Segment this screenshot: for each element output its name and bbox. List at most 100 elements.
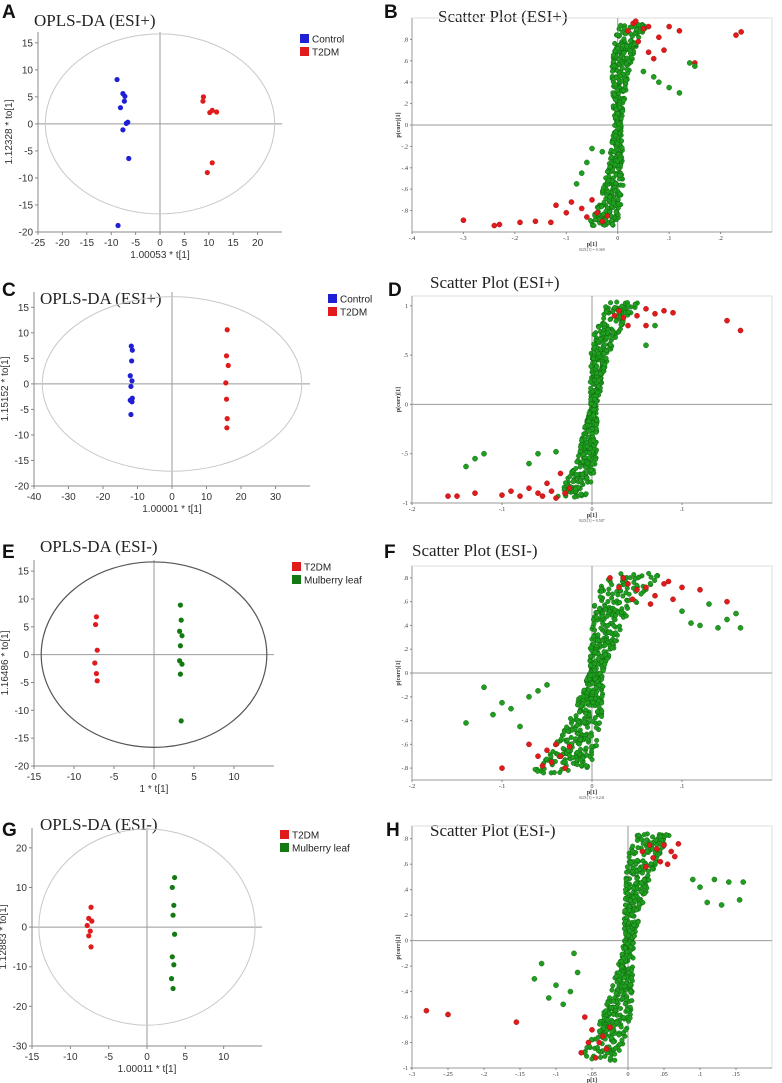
data-point	[583, 763, 589, 769]
data-point	[608, 1035, 614, 1041]
data-point	[623, 882, 629, 888]
data-point	[177, 602, 183, 608]
data-point	[625, 303, 631, 309]
data-point	[169, 954, 175, 960]
data-point	[122, 93, 128, 99]
legend-label: T2DM	[292, 831, 319, 842]
data-point	[620, 593, 626, 599]
data-point	[574, 722, 580, 728]
data-point	[87, 928, 93, 934]
y-tick-label: .4	[404, 623, 409, 629]
data-point	[603, 355, 609, 361]
data-point	[629, 911, 635, 917]
data-point	[599, 204, 605, 210]
data-point	[600, 620, 606, 626]
x-tick-label: -.25	[443, 1072, 453, 1078]
y-tick-label: .4	[404, 888, 409, 894]
legend-label: T2DM	[312, 48, 339, 59]
data-point	[611, 92, 617, 98]
hotelling-ellipse	[38, 828, 256, 1026]
data-point	[688, 620, 694, 626]
data-point	[656, 34, 662, 41]
data-point	[625, 932, 631, 938]
data-point	[676, 90, 683, 96]
x-tick-label: -.2	[409, 507, 416, 513]
s-plot: -.2 -.1 0 .1 -.8 -.6 -.4 -.2 0 .2 .4 .6 .8 p[1]R2X[1]…	[395, 565, 773, 800]
y-axis-label: 1.16486 * to[1]	[0, 630, 11, 695]
data-point	[575, 702, 581, 708]
data-point	[593, 725, 599, 731]
data-point	[574, 969, 581, 976]
data-point	[584, 422, 590, 428]
y-tick-label: 0	[405, 123, 408, 129]
data-point	[517, 219, 523, 226]
data-point	[620, 314, 627, 321]
data-point	[624, 585, 630, 591]
data-point	[626, 920, 632, 926]
data-point	[207, 109, 213, 116]
x-axis-label: p[1]	[587, 242, 597, 248]
panel-C: C OPLS-DA (ESI+) -40 -30 -20 -10 0 10 20 30-20-…	[0, 280, 372, 515]
data-point	[618, 22, 624, 28]
data-point	[597, 336, 603, 342]
x-tick-label: -.2	[409, 784, 416, 790]
data-point	[634, 26, 640, 32]
data-point	[593, 685, 599, 691]
data-point	[200, 94, 207, 100]
data-point	[635, 845, 641, 851]
data-point	[592, 649, 598, 655]
data-point	[445, 1011, 451, 1018]
data-point	[652, 310, 658, 317]
x-tick-label: -5	[131, 238, 140, 249]
data-point	[635, 38, 642, 45]
x-tick-label: 0	[627, 1072, 630, 1078]
x-tick-label: -30	[61, 492, 76, 503]
data-point	[607, 1024, 613, 1031]
y-tick-label: -1	[403, 1066, 408, 1072]
data-point	[223, 380, 229, 386]
data-point	[499, 699, 505, 706]
data-point	[553, 741, 559, 748]
data-point	[593, 429, 599, 435]
y-tick-label: -20	[19, 228, 34, 239]
y-tick-label: .5	[404, 353, 409, 359]
data-point	[548, 753, 554, 759]
data-point	[585, 724, 591, 730]
data-point	[655, 852, 661, 858]
data-point	[652, 578, 658, 584]
data-point	[596, 682, 602, 688]
data-point	[613, 990, 619, 996]
data-point	[617, 73, 623, 79]
data-point	[610, 998, 616, 1004]
hotelling-ellipse	[44, 33, 276, 215]
data-point	[616, 977, 622, 983]
data-point	[532, 218, 539, 225]
data-point	[617, 104, 623, 110]
x-tick-label: -40	[27, 492, 42, 503]
y-tick-label: -.8	[402, 1041, 409, 1047]
data-point	[594, 610, 600, 616]
data-point	[602, 1053, 608, 1059]
data-point	[204, 169, 210, 176]
data-point	[93, 621, 99, 628]
legend-swatch	[280, 830, 289, 839]
data-point	[472, 455, 478, 462]
y-tick-label: -10	[15, 706, 30, 717]
data-point	[621, 50, 627, 56]
data-point	[581, 719, 587, 725]
data-point	[626, 954, 632, 960]
data-point	[558, 736, 564, 742]
data-point	[573, 486, 579, 492]
data-point	[622, 887, 628, 893]
data-point	[508, 705, 514, 712]
data-point	[568, 199, 575, 205]
data-point	[93, 614, 99, 620]
data-point	[612, 617, 618, 623]
data-point	[126, 155, 132, 162]
data-point	[738, 29, 744, 35]
data-point	[584, 470, 590, 476]
data-point	[599, 713, 605, 719]
data-point	[672, 853, 678, 860]
y-tick-label: 0	[23, 379, 29, 390]
